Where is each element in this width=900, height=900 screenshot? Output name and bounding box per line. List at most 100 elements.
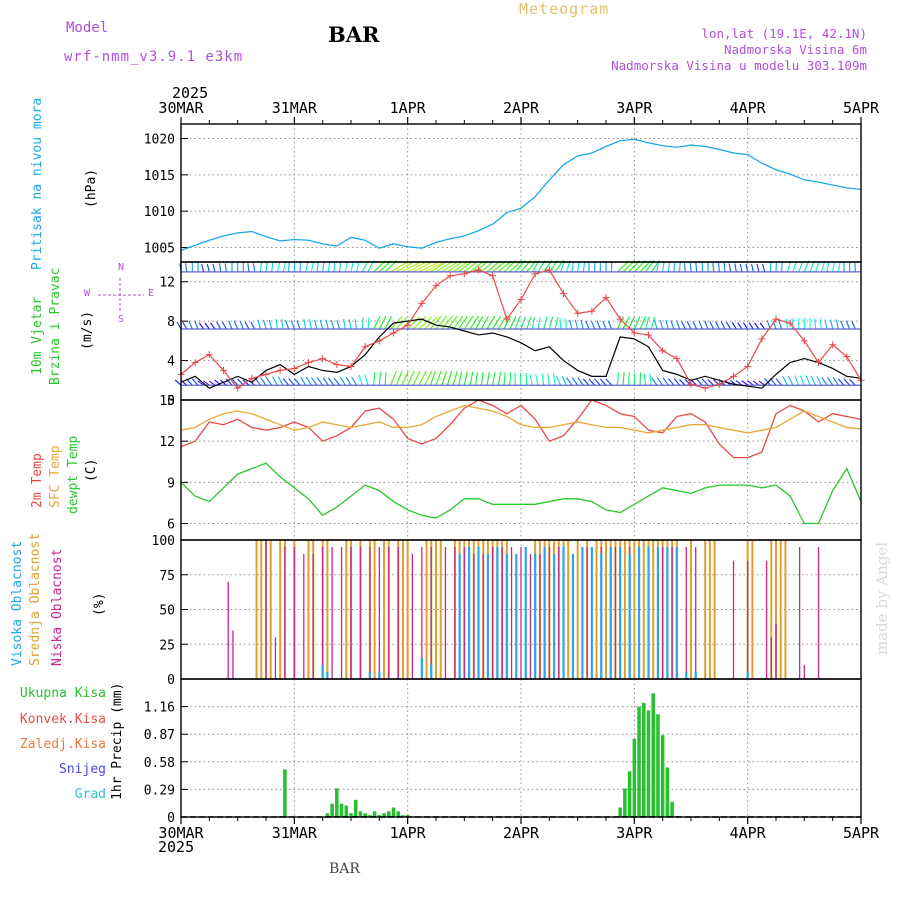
- wind-barb: [250, 321, 256, 330]
- wind-barb: [384, 316, 392, 330]
- y-tick-label: 0.29: [144, 783, 175, 798]
- wind-barb: [662, 377, 669, 386]
- wind-barb: [413, 262, 431, 273]
- wind-barb: [628, 372, 630, 386]
- x-label-bottom: 31MAR: [272, 824, 318, 842]
- wind-barb: [407, 262, 426, 273]
- wind-barb: [257, 319, 261, 330]
- y-tick-label: 12: [159, 276, 175, 291]
- precip-bar: [642, 702, 646, 817]
- model-label: Model: [66, 20, 109, 36]
- wind-barb: [469, 315, 479, 330]
- wind-barb: [233, 320, 239, 330]
- x-label-top: 31MAR: [272, 99, 318, 117]
- wind-gust-point: [290, 364, 298, 372]
- precip-bar: [665, 767, 670, 817]
- wind-barb: [785, 318, 788, 330]
- wind-barb: [735, 380, 743, 386]
- wind-barb: [554, 316, 559, 330]
- wind-barb: [339, 261, 342, 272]
- wind-barb: [486, 315, 496, 330]
- wind-barb: [204, 322, 210, 330]
- wind-barb: [210, 322, 216, 330]
- precip-bar: [377, 815, 382, 817]
- wind-barb: [585, 320, 590, 330]
- wind-barb: [633, 316, 641, 330]
- precip-bar: [632, 738, 637, 817]
- wind-barb: [390, 261, 408, 273]
- wind-barb: [361, 317, 364, 330]
- wind-barb: [356, 261, 360, 272]
- wind-barb: [659, 319, 664, 330]
- wind-gust-point: [659, 347, 667, 355]
- y-tick-label: 1010: [144, 205, 175, 220]
- wind-barb: [692, 321, 698, 330]
- wind-barb: [794, 375, 800, 386]
- x-label-top: 2APR: [503, 99, 540, 117]
- precip-bar: [405, 815, 410, 817]
- wind-barb: [418, 316, 433, 330]
- wind-barb: [673, 378, 681, 386]
- wind-barb: [188, 320, 193, 330]
- wind-barb: [322, 261, 325, 272]
- wind-barb: [429, 315, 442, 330]
- wind-barb: [309, 319, 312, 330]
- precip-bar: [325, 813, 330, 817]
- wind-barb: [492, 260, 507, 273]
- wind-barb: [519, 372, 522, 386]
- wind-barb: [401, 262, 420, 273]
- wind-barb: [756, 264, 760, 272]
- wind-barb: [582, 378, 590, 386]
- y-tick-label: 25: [159, 638, 175, 653]
- wind-barb: [216, 321, 222, 330]
- wind-barb: [305, 261, 309, 272]
- wind-barb: [566, 377, 573, 386]
- wind-barb: [526, 316, 532, 330]
- y-tick-label: 0: [167, 811, 175, 826]
- wind-barb: [531, 317, 535, 330]
- wind-barb: [737, 322, 743, 330]
- wind-barb: [336, 319, 341, 330]
- x-label-top: 3APR: [616, 99, 653, 117]
- wind-barb: [463, 371, 468, 386]
- precip-bar: [396, 811, 400, 817]
- wind-barb: [778, 320, 783, 330]
- wind-barb: [824, 319, 828, 330]
- wind-barb: [639, 372, 642, 386]
- wind-barb: [252, 263, 256, 272]
- wind-gust-point: [701, 384, 709, 392]
- wind-barb: [826, 377, 834, 386]
- wind-barb: [782, 376, 788, 386]
- wind-barb: [656, 261, 659, 272]
- wind-barb: [247, 263, 250, 272]
- wind-barb: [537, 317, 541, 330]
- wind-barb: [541, 373, 545, 386]
- wind-barb: [277, 376, 284, 386]
- year-bottom: 2025: [158, 838, 195, 856]
- wind-barb: [616, 372, 620, 386]
- precip-bar: [330, 803, 334, 817]
- wind-barb: [282, 378, 290, 386]
- wind-barb: [452, 371, 458, 386]
- wind-barb: [480, 260, 495, 273]
- wind-barb: [628, 316, 635, 330]
- wind-barb: [605, 378, 613, 386]
- wind-barb: [745, 263, 749, 272]
- x-label-top: 5APR: [843, 99, 880, 117]
- precip-bar: [646, 710, 651, 817]
- wind-barb: [492, 315, 501, 330]
- wind-barb: [520, 316, 526, 330]
- wind-barb: [686, 321, 692, 330]
- wind-barb: [435, 315, 448, 330]
- wind-barb: [590, 320, 596, 330]
- precip-bar: [660, 735, 665, 817]
- wind-barb: [602, 320, 607, 330]
- wind-barb: [696, 378, 703, 386]
- panel-frame: [180, 399, 862, 541]
- wind-barb: [656, 377, 664, 386]
- wind-gust-point: [560, 290, 567, 298]
- wind-barb: [633, 372, 636, 386]
- wind-barb: [206, 264, 210, 272]
- wind-barb: [330, 319, 335, 330]
